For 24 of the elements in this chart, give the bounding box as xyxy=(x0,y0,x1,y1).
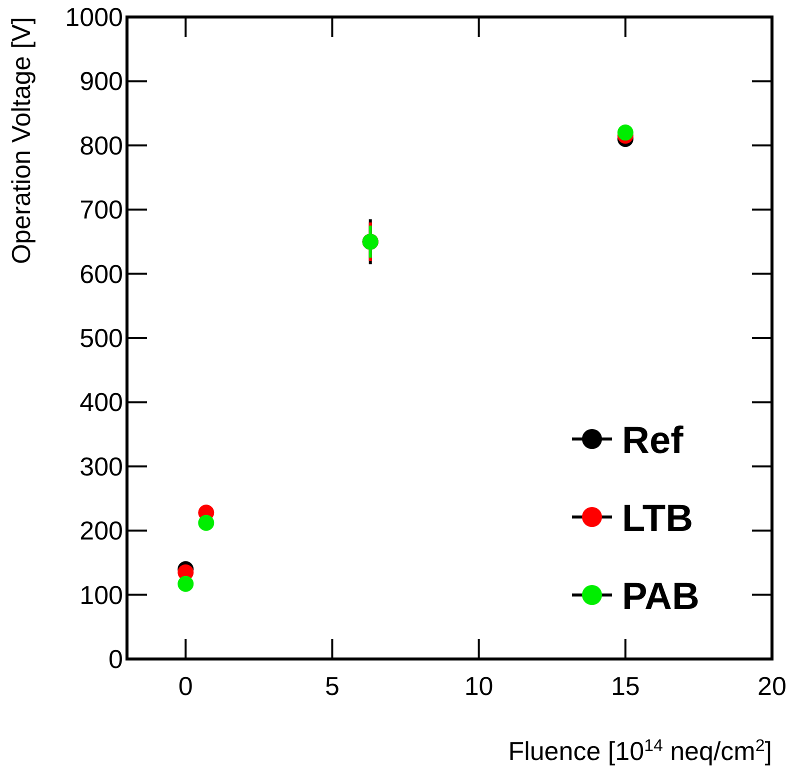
x-tick-label: 10 xyxy=(464,671,494,701)
y-tick-label: 100 xyxy=(80,580,123,610)
y-tick-label: 800 xyxy=(80,130,123,160)
point xyxy=(198,514,214,531)
x-axis-title: Fluence [10$^{14}$ neq/cm$^{2}$] xyxy=(508,736,772,766)
legend-label: LTB xyxy=(622,498,694,540)
point xyxy=(178,576,194,592)
y-tick-label: 900 xyxy=(80,66,123,96)
x-tick-label: 5 xyxy=(324,671,340,701)
legend-label: Ref xyxy=(622,420,684,462)
y-tick-label: 0 xyxy=(108,644,123,674)
y-tick-label: 200 xyxy=(80,516,123,546)
legend-label: PAB xyxy=(622,576,700,618)
y-tick-label: 300 xyxy=(80,451,123,482)
x-tick-label: 0 xyxy=(178,671,193,701)
y-tick-label: 700 xyxy=(80,194,123,225)
x-tick-label: 20 xyxy=(758,671,786,701)
y-axis-title: Operation Voltage [V] xyxy=(6,17,36,264)
y-tick-label: 500 xyxy=(80,323,123,353)
x-tick-label: 15 xyxy=(610,671,640,701)
y-tick-label: 400 xyxy=(80,387,123,418)
point xyxy=(617,124,634,141)
y-tick-label: 1000 xyxy=(65,2,123,32)
y-tick-label: 600 xyxy=(80,258,123,289)
